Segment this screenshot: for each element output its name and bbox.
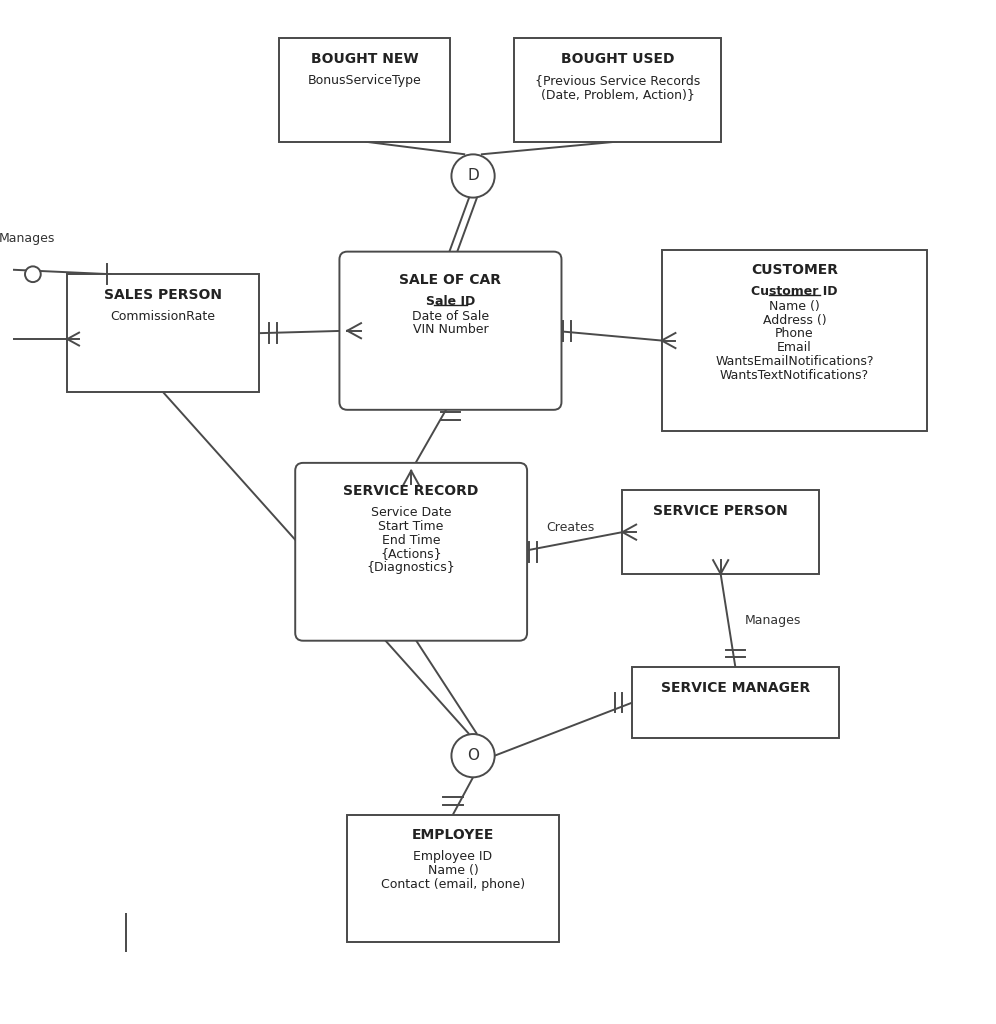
Text: Contact (email, phone): Contact (email, phone): [380, 878, 525, 891]
Text: Employee ID: Employee ID: [413, 850, 492, 863]
Circle shape: [25, 266, 41, 282]
Text: SERVICE MANAGER: SERVICE MANAGER: [660, 681, 810, 695]
Bar: [348, 815, 559, 942]
FancyBboxPatch shape: [340, 252, 562, 410]
Text: Creates: Creates: [547, 521, 595, 535]
FancyBboxPatch shape: [295, 463, 527, 641]
Text: BOUGHT USED: BOUGHT USED: [561, 52, 674, 67]
Text: EMPLOYEE: EMPLOYEE: [411, 828, 494, 843]
Text: O: O: [467, 749, 479, 763]
Text: (Date, Problem, Action)}: (Date, Problem, Action)}: [541, 87, 694, 100]
Bar: [514, 39, 721, 141]
Text: Customer ID: Customer ID: [751, 285, 838, 298]
Text: WantsTextNotifications?: WantsTextNotifications?: [720, 369, 869, 382]
Text: Name (): Name (): [769, 300, 820, 312]
Text: {Diagnostics}: {Diagnostics}: [367, 561, 455, 574]
Text: Name (): Name (): [427, 864, 478, 877]
Text: Email: Email: [777, 341, 812, 354]
Text: CommissionRate: CommissionRate: [111, 309, 215, 323]
Text: Phone: Phone: [775, 328, 814, 340]
Circle shape: [451, 734, 495, 777]
Text: {Previous Service Records: {Previous Service Records: [535, 74, 700, 87]
Bar: [661, 250, 927, 431]
Text: Start Time: Start Time: [378, 520, 444, 532]
Text: Date of Sale: Date of Sale: [412, 309, 489, 323]
Text: BonusServiceType: BonusServiceType: [308, 74, 421, 87]
Text: SALES PERSON: SALES PERSON: [104, 288, 222, 302]
Text: Manages: Manages: [745, 614, 802, 627]
Text: VIN Number: VIN Number: [412, 324, 488, 336]
Text: End Time: End Time: [381, 534, 440, 547]
Text: Address (): Address (): [763, 313, 826, 327]
Text: SERVICE RECORD: SERVICE RECORD: [344, 484, 479, 499]
Bar: [622, 490, 819, 573]
Text: Service Date: Service Date: [371, 506, 451, 519]
Text: SALE OF CAR: SALE OF CAR: [399, 273, 501, 288]
Text: BOUGHT NEW: BOUGHT NEW: [311, 52, 418, 67]
Text: SERVICE PERSON: SERVICE PERSON: [653, 504, 788, 518]
Text: {Actions}: {Actions}: [380, 548, 442, 560]
Text: CUSTOMER: CUSTOMER: [751, 263, 838, 278]
Text: D: D: [467, 169, 479, 183]
Bar: [279, 39, 450, 141]
Bar: [68, 274, 259, 392]
Text: Sale ID: Sale ID: [426, 295, 475, 308]
Circle shape: [451, 155, 495, 198]
Text: Manages: Manages: [0, 231, 55, 245]
Bar: [632, 668, 839, 738]
Text: WantsEmailNotifications?: WantsEmailNotifications?: [715, 354, 873, 368]
